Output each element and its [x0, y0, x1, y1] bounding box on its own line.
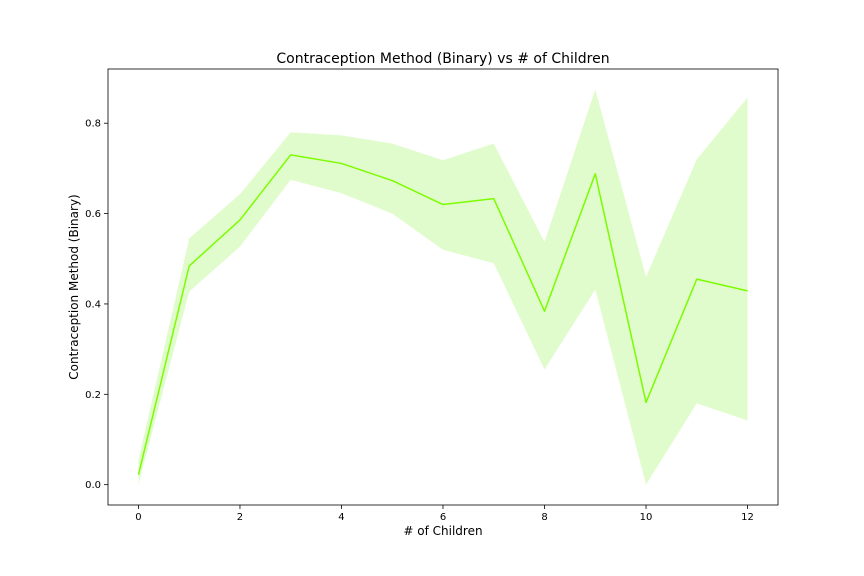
data-point [340, 162, 343, 165]
series-line [137, 154, 748, 475]
confidence-band [138, 89, 748, 485]
chart-title: Contraception Method (Binary) vs # of Ch… [276, 51, 609, 67]
x-tick-label: 6 [440, 512, 446, 523]
data-point [695, 278, 698, 281]
y-tick-label: 0.4 [85, 299, 101, 310]
data-point [289, 153, 292, 156]
x-axis-label: # of Children [403, 524, 482, 538]
x-tick-label: 12 [741, 512, 754, 523]
data-point [645, 401, 648, 404]
x-tick-label: 10 [640, 512, 653, 523]
data-point [594, 172, 597, 175]
y-tick-label: 0.8 [85, 119, 101, 130]
x-tick-label: 8 [541, 512, 547, 523]
y-axis-label: Contraception Method (Binary) [67, 194, 81, 379]
data-point [188, 264, 191, 267]
data-point [238, 218, 241, 221]
x-tick-label: 2 [237, 512, 243, 523]
data-point [391, 179, 394, 182]
plot-area: 0 2 4 6 8 10 12 0.0 0.2 0.4 0.6 0.8 [85, 68, 779, 523]
data-point [137, 473, 140, 476]
x-tick-label: 0 [135, 512, 141, 523]
x-tick-label: 4 [338, 512, 344, 523]
data-point [543, 310, 546, 313]
data-point [492, 197, 495, 200]
y-tick-label: 0.0 [85, 480, 101, 491]
y-tick-label: 0.6 [85, 209, 101, 220]
y-tick-label: 0.2 [85, 390, 101, 401]
data-point [442, 203, 445, 206]
data-point [746, 289, 749, 292]
